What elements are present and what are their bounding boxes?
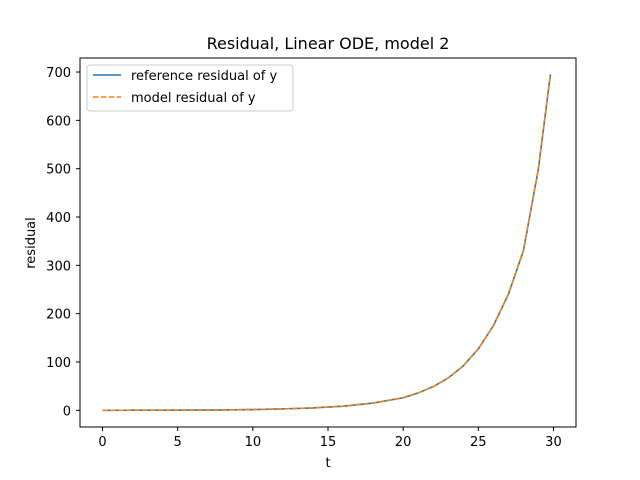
y-tick-label: 0 bbox=[63, 404, 71, 419]
y-axis-ticks: 0 100 200 300 400 500 600 700 bbox=[46, 66, 80, 419]
chart-title: Residual, Linear ODE, model 2 bbox=[207, 34, 450, 53]
y-tick-label: 700 bbox=[46, 66, 71, 81]
y-axis-label: residual bbox=[24, 217, 39, 269]
x-axis-label: t bbox=[325, 456, 330, 471]
y-tick-label: 500 bbox=[46, 163, 71, 178]
y-tick-label: 400 bbox=[46, 211, 71, 226]
y-tick-label: 300 bbox=[46, 259, 71, 274]
x-axis-ticks: 0 5 10 15 20 25 30 bbox=[98, 427, 562, 450]
legend-label-model: model residual of y bbox=[131, 91, 256, 106]
x-tick-label: 10 bbox=[245, 435, 262, 450]
x-tick-label: 20 bbox=[395, 435, 412, 450]
x-tick-label: 15 bbox=[320, 435, 337, 450]
legend-label-reference: reference residual of y bbox=[131, 69, 278, 84]
x-tick-label: 25 bbox=[470, 435, 487, 450]
y-tick-label: 600 bbox=[46, 114, 71, 129]
series-model-line bbox=[102, 74, 552, 412]
series-layer bbox=[102, 74, 552, 412]
x-tick-label: 30 bbox=[545, 435, 562, 450]
legend: reference residual of y model residual o… bbox=[86, 64, 294, 112]
y-tick-label: 200 bbox=[46, 308, 71, 323]
x-tick-label: 0 bbox=[98, 435, 106, 450]
y-tick-label: 100 bbox=[46, 356, 71, 371]
x-tick-label: 5 bbox=[174, 435, 182, 450]
legend-box bbox=[86, 64, 294, 112]
